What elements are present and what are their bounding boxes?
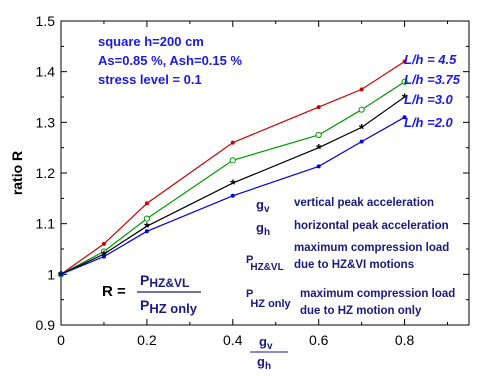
series-label-lh45: L/h = 4.5	[404, 52, 457, 67]
x-label-numerator: gv	[259, 334, 273, 352]
legend-phzonly-symbol: P HZ only	[246, 288, 292, 310]
legend-phzonly-sub: HZ only	[250, 298, 291, 310]
series-labels: L/h = 4.5 L/h =3.75 L/h =3.0 L/h =2.0	[404, 52, 461, 130]
y-tick-label: 1	[47, 266, 55, 282]
series-3: *******	[58, 90, 408, 283]
data-point: *	[359, 120, 365, 136]
x-label-denominator: gh	[257, 354, 271, 372]
axis-ticks: 0 0.2 0.4 0.6 0.8 0.9 1 1.1 1.2 1.3 1.4 1.5	[36, 13, 469, 348]
data-point	[402, 115, 407, 120]
legend-gh-g: g	[256, 220, 264, 235]
legend-phzonly-p: P	[246, 288, 253, 300]
data-point: *	[230, 176, 236, 192]
legend-phzvl-text-2: due to HZ&VI motions	[294, 259, 414, 271]
formula-numerator: PHZ&VL	[140, 272, 189, 290]
legend-gh-symbol: gh	[256, 220, 270, 238]
data-point	[59, 272, 63, 277]
formula-num-sub: HZ&VL	[149, 276, 189, 290]
info-line-3: stress level = 0.1	[98, 72, 202, 87]
legend-gv-text: vertical peak acceleration	[294, 197, 434, 209]
series-label-lh30: L/h =3.0	[404, 92, 454, 107]
y-tick-label: 1.5	[36, 13, 56, 29]
data-point	[315, 131, 322, 139]
y-tick-label: 1.1	[36, 216, 56, 232]
x-tick-label: 0.8	[395, 332, 415, 348]
data-point	[358, 106, 365, 113]
data-point	[316, 164, 321, 169]
legend-phzvl-text-1: maximum compression load	[294, 242, 449, 254]
legend-gh-sub: h	[264, 227, 270, 238]
legend-phzvl-symbol: P HZ&VL	[246, 254, 284, 273]
series-1	[59, 59, 407, 277]
x-axis-label: gv gh	[250, 334, 288, 372]
legend-phzonly-text-2: due to HZ motion only	[300, 305, 422, 317]
series-line	[60, 96, 405, 275]
y-tick-label: 1.3	[36, 114, 56, 130]
x-tick-label: 0.6	[309, 332, 329, 348]
legend-gh-text: horizontal peak acceleration	[294, 220, 449, 232]
y-axis-label: ratio R	[9, 151, 25, 195]
legend-gv-sub: v	[264, 204, 270, 215]
legend-phzvl-sub: HZ&VL	[250, 262, 283, 273]
data-point	[143, 215, 150, 222]
data-point	[144, 201, 149, 206]
info-text: square h=200 cm As=0.85 %, Ash=0.15 % st…	[98, 34, 242, 87]
x-tick-label: 0.4	[223, 332, 243, 348]
x-label-den-symbol: g	[257, 354, 265, 369]
y-tick-label: 1.4	[36, 64, 56, 80]
data-point	[101, 254, 106, 259]
formula: R = PHZ&VL PHZ only	[102, 272, 201, 316]
data-point	[230, 140, 235, 145]
data-point	[230, 193, 235, 198]
formula-num-symbol: P	[140, 272, 149, 288]
series-label-lh375: L/h =3.75	[404, 72, 461, 87]
data-point: *	[316, 141, 322, 157]
y-tick-label: 1.2	[36, 165, 56, 181]
formula-den-symbol: P	[140, 297, 149, 313]
info-line-1: square h=200 cm	[98, 34, 204, 49]
data-point	[402, 59, 407, 64]
data-point	[101, 241, 106, 246]
data-point	[401, 78, 408, 85]
series-label-lh20: L/h =2.0	[404, 115, 454, 130]
y-tick-label: 0.9	[36, 317, 56, 333]
x-tick-label: 0.2	[137, 332, 157, 348]
data-point	[229, 157, 236, 164]
data-point	[359, 87, 364, 92]
info-line-2: As=0.85 %, Ash=0.15 %	[98, 53, 242, 68]
formula-denominator: PHZ only	[140, 297, 198, 316]
legend-phzvl-p: P	[246, 254, 253, 266]
x-label-den-sub: h	[265, 361, 271, 372]
legend-phzonly-text-1: maximum compression load	[300, 288, 455, 300]
data-point	[359, 139, 364, 144]
x-label-num-symbol: g	[259, 334, 267, 349]
x-label-num-sub: v	[267, 341, 273, 352]
x-tick-label: 0	[57, 332, 65, 348]
data-point: *	[402, 90, 408, 106]
symbol-legend: gv vertical peak acceleration gh horizon…	[246, 197, 455, 317]
formula-lhs: R =	[102, 283, 126, 300]
data-point: *	[144, 219, 150, 235]
data-point	[144, 229, 149, 234]
legend-gv-symbol: gv	[256, 197, 270, 215]
data-point	[316, 105, 321, 110]
series-4	[59, 115, 407, 277]
legend-gv-g: g	[256, 197, 264, 212]
formula-den-sub: HZ only	[149, 301, 197, 316]
series-layer: *******	[57, 59, 408, 283]
